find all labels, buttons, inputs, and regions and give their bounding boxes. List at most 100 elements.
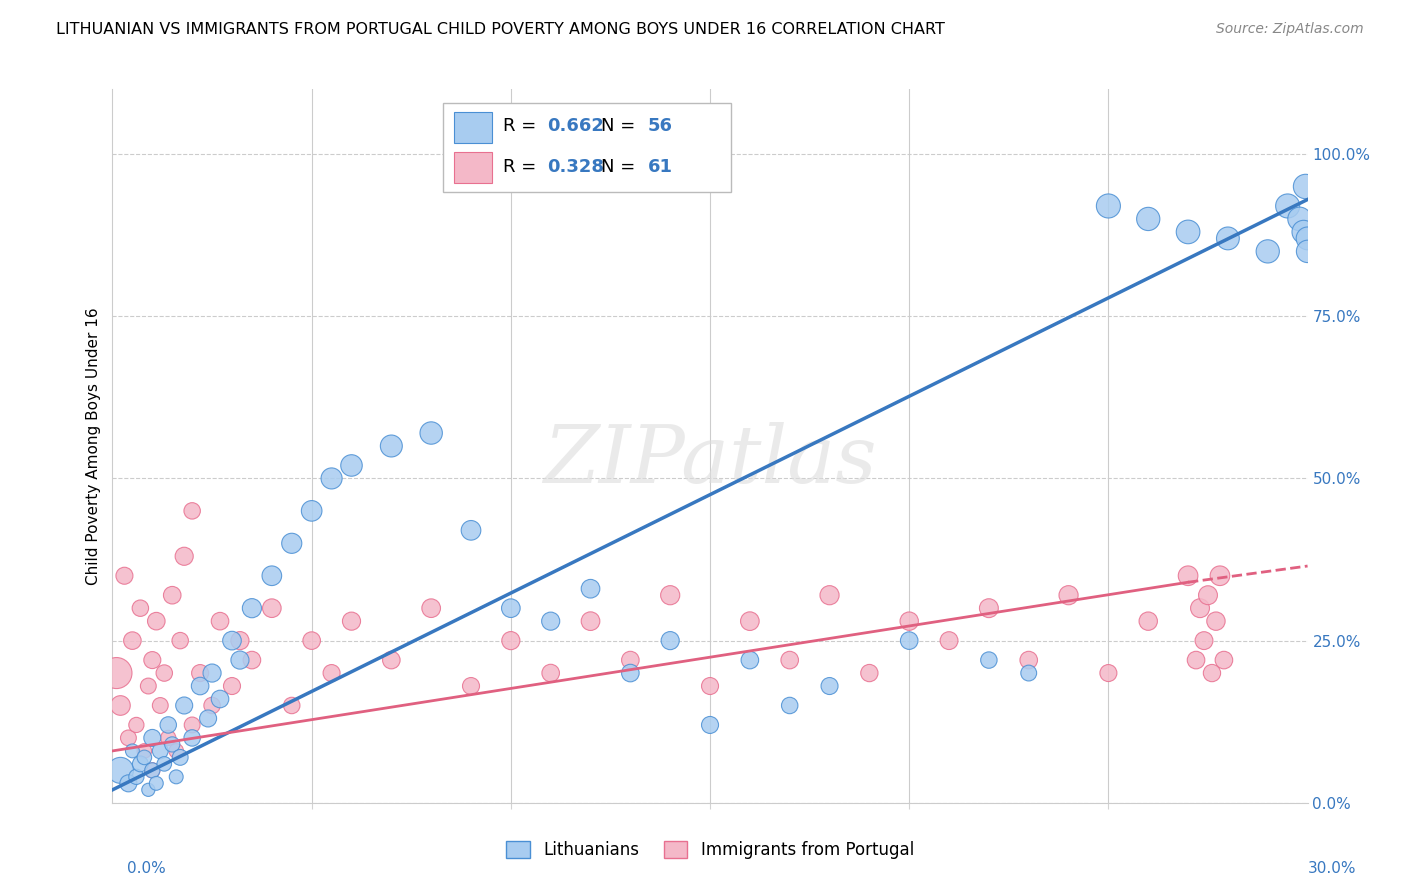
Point xyxy=(240,601,263,615)
Point xyxy=(281,536,304,550)
Point xyxy=(129,601,152,615)
Point xyxy=(858,666,880,681)
Point xyxy=(145,614,167,628)
Point xyxy=(181,504,204,518)
Point xyxy=(197,711,219,725)
Point xyxy=(1296,231,1319,245)
Text: 0.0%: 0.0% xyxy=(127,861,166,876)
Point xyxy=(321,666,343,681)
Point xyxy=(499,633,522,648)
Point xyxy=(162,588,183,602)
Text: 56: 56 xyxy=(648,117,672,136)
Point xyxy=(499,601,522,615)
Point xyxy=(165,770,187,784)
Point xyxy=(1213,653,1236,667)
Point xyxy=(977,653,1000,667)
Point xyxy=(260,568,283,582)
Point xyxy=(579,614,602,628)
Point xyxy=(209,614,232,628)
Point xyxy=(460,524,482,538)
Point xyxy=(738,653,761,667)
Point xyxy=(221,633,243,648)
Point xyxy=(153,666,176,681)
Point xyxy=(141,764,163,778)
Point xyxy=(1295,179,1317,194)
Point xyxy=(301,504,323,518)
Point xyxy=(659,633,682,648)
Legend: Lithuanians, Immigrants from Portugal: Lithuanians, Immigrants from Portugal xyxy=(499,834,921,866)
Point xyxy=(1209,568,1232,582)
Text: 30.0%: 30.0% xyxy=(1309,861,1357,876)
Point xyxy=(659,588,682,602)
Point xyxy=(229,653,252,667)
Point xyxy=(110,764,132,778)
Point xyxy=(240,653,263,667)
Point xyxy=(1216,231,1239,245)
Point xyxy=(141,653,163,667)
Point xyxy=(1097,666,1119,681)
Point xyxy=(1137,614,1160,628)
Text: R =: R = xyxy=(503,117,543,136)
Point xyxy=(149,744,172,758)
Point xyxy=(1137,211,1160,226)
Text: R =: R = xyxy=(503,158,543,177)
Point xyxy=(1177,568,1199,582)
Point xyxy=(125,770,148,784)
Point xyxy=(105,666,128,681)
Point xyxy=(1057,588,1080,602)
Point xyxy=(1277,199,1299,213)
Point xyxy=(977,601,1000,615)
Text: N =: N = xyxy=(602,117,641,136)
Text: 0.328: 0.328 xyxy=(547,158,603,177)
Text: ZIPatlas: ZIPatlas xyxy=(543,422,877,499)
Point xyxy=(818,679,841,693)
Point xyxy=(162,738,183,752)
Point xyxy=(818,588,841,602)
Point xyxy=(898,614,921,628)
Text: LITHUANIAN VS IMMIGRANTS FROM PORTUGAL CHILD POVERTY AMONG BOYS UNDER 16 CORRELA: LITHUANIAN VS IMMIGRANTS FROM PORTUGAL C… xyxy=(56,22,945,37)
Point xyxy=(281,698,304,713)
Point xyxy=(1292,225,1315,239)
Point xyxy=(121,744,143,758)
Point xyxy=(138,782,160,797)
Point xyxy=(380,653,402,667)
Point xyxy=(738,614,761,628)
Text: 0.662: 0.662 xyxy=(547,117,603,136)
Point xyxy=(1185,653,1208,667)
Point xyxy=(134,750,156,764)
Point xyxy=(221,679,243,693)
Point xyxy=(301,633,323,648)
Point xyxy=(619,666,641,681)
Point xyxy=(169,633,191,648)
Point xyxy=(619,653,641,667)
Point xyxy=(1205,614,1227,628)
Point xyxy=(420,601,443,615)
Point xyxy=(540,666,562,681)
Text: 61: 61 xyxy=(648,158,672,177)
Point xyxy=(188,666,211,681)
Point xyxy=(125,718,148,732)
Point xyxy=(145,776,167,790)
Point xyxy=(1097,199,1119,213)
Point xyxy=(1192,633,1215,648)
Text: N =: N = xyxy=(602,158,641,177)
Point xyxy=(1018,666,1040,681)
Point xyxy=(1201,666,1223,681)
Point xyxy=(1257,244,1279,259)
Point xyxy=(938,633,960,648)
Point xyxy=(114,568,135,582)
Point xyxy=(1288,211,1310,226)
Point xyxy=(117,731,139,745)
Point xyxy=(165,744,187,758)
Point xyxy=(134,744,156,758)
Point xyxy=(181,718,204,732)
Point xyxy=(181,731,204,745)
Point xyxy=(117,776,139,790)
FancyBboxPatch shape xyxy=(443,103,731,192)
Point xyxy=(579,582,602,596)
Point xyxy=(340,614,363,628)
Point xyxy=(138,679,160,693)
Point xyxy=(1177,225,1199,239)
Point xyxy=(209,692,232,706)
Point xyxy=(460,679,482,693)
